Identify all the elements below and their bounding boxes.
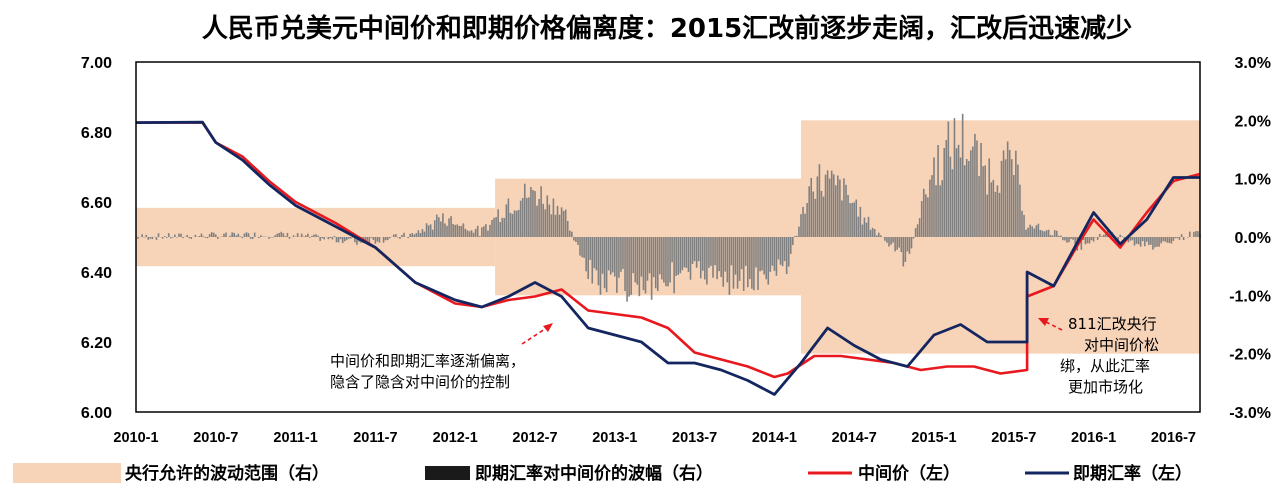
left-axis-ticks: 6.00 6.20 6.40 6.60 6.80 7.00 [81,55,112,422]
x-tick-label: 2016-7 [1151,430,1196,446]
y-right-tick-label: -2.0% [1229,347,1271,364]
x-tick-label: 2010-7 [193,430,238,446]
legend-label: 央行允许的波动范围（右） [125,463,329,484]
spot-rate-line [135,120,1200,396]
annotation-arrowhead [1038,318,1049,326]
right-axis-ticks: -3.0% -2.0% -1.0% 0.0% 1.0% 2.0% 3.0% [1229,55,1271,422]
legend: 央行允许的波动范围（右） 即期汇率对中间价的波幅（右） 中间价（左） 即期汇率（左） [13,463,1192,484]
x-tick-label: 2014-1 [752,430,797,446]
legend-label: 中间价（左） [858,463,960,484]
x-tick-label: 2013-7 [672,430,717,446]
y-left-tick-label: 6.20 [81,335,112,352]
y-left-tick-label: 6.40 [81,265,112,282]
x-tick-label: 2010-1 [113,430,158,446]
annotation-text: 对中间价松 [1084,336,1159,354]
x-tick-label: 2015-1 [911,430,956,446]
annotation-text: 绑，从此汇率 [1060,357,1150,375]
annotation-text: 811汇改央行 [1068,315,1157,333]
plot-frame [135,61,1201,413]
annotation-text: 更加市场化 [1068,378,1143,396]
chart-title: 人民币兑美元中间价和即期价格偏离度：2015汇改前逐步走阔，汇改后迅速减少 [202,13,1132,44]
x-axis-ticks: 2010-1 2010-7 2011-1 2011-7 2012-1 2012-7 2013… [113,430,1196,446]
legend-swatch-bar [425,466,470,480]
band-segment-2 [801,120,1200,354]
annotation-text: 中间价和即期汇率逐渐偏离， [330,352,525,370]
y-left-tick-label: 7.00 [81,55,112,72]
y-right-tick-label: 1.0% [1235,172,1271,189]
x-tick-label: 2016-1 [1071,430,1116,446]
x-tick-label: 2015-7 [991,430,1036,446]
legend-label: 即期汇率对中间价的波幅（右） [475,463,713,484]
annotation-arrow [1045,321,1063,331]
y-right-tick-label: -3.0% [1229,405,1271,422]
x-tick-label: 2012-7 [512,430,557,446]
x-tick-label: 2012-1 [433,430,478,446]
y-left-tick-label: 6.00 [81,405,112,422]
x-tick-label: 2011-1 [273,430,317,446]
y-right-tick-label: 2.0% [1235,113,1271,130]
central-parity-line [136,121,1201,379]
y-right-tick-label: 0.0% [1235,230,1271,247]
y-left-tick-label: 6.80 [81,125,112,142]
x-tick-label: 2014-7 [832,430,877,446]
y-left-tick-label: 6.60 [81,195,112,212]
annotations: 中间价和即期汇率逐渐偏离， 隐含了隐含对中间价的控制 811汇改央行对中间价松绑，从… [330,315,1159,396]
y-right-tick-label: 3.0% [1235,55,1271,72]
line-series [135,120,1201,396]
legend-label: 即期汇率（左） [1073,463,1192,484]
y-right-tick-label: -1.0% [1229,288,1271,305]
x-tick-label: 2011-7 [353,430,397,446]
deviation-bars [135,113,1201,302]
legend-swatch-band [13,463,121,483]
annotation-arrow [521,326,549,345]
x-tick-label: 2013-1 [592,430,637,446]
annotation-arrowhead [543,323,553,332]
annotation-text: 隐含了隐含对中间价的控制 [330,373,510,391]
